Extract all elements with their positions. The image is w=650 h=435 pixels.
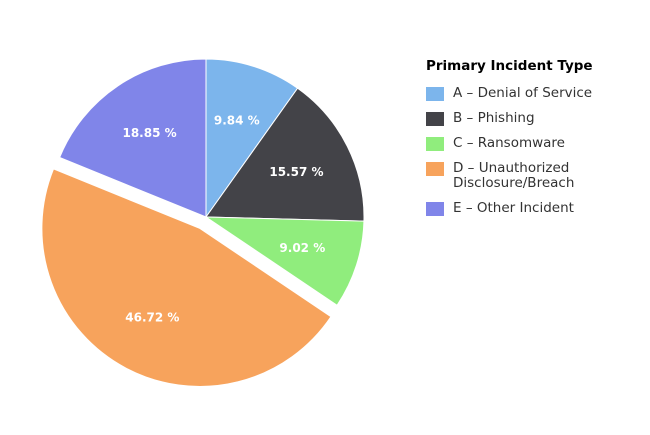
legend-title: Primary Incident Type: [426, 58, 593, 74]
legend-item-c[interactable]: C – Ransomware: [426, 136, 646, 151]
legend-label-c: C – Ransomware: [453, 135, 565, 151]
legend-label-a: A – Denial of Service: [453, 85, 593, 101]
pie-slice-e[interactable]: [58, 58, 207, 218]
pie-slice-d[interactable]: [41, 168, 332, 387]
pie-slice-b[interactable]: [205, 87, 365, 222]
legend: Primary Incident Type A – Denial of Serv…: [426, 58, 646, 226]
data-label-a: 9.84 %: [214, 114, 260, 128]
data-label-c: 9.02 %: [279, 241, 325, 255]
legend-swatch-a: [426, 87, 444, 101]
data-label-b: 15.57 %: [269, 165, 323, 179]
legend-items: A – Denial of Service B – Phishing C – Ran…: [426, 86, 646, 216]
legend-item-d[interactable]: D – Unauthorized Disclosure/Breach: [426, 161, 646, 191]
legend-label-d: D – Unauthorized Disclosure/Breach: [453, 160, 575, 191]
pie-slice-a[interactable]: [205, 58, 299, 219]
legend-label-e: E – Other Incident: [453, 200, 574, 216]
pie-slices: [41, 58, 365, 387]
legend-swatch-e: [426, 202, 444, 216]
legend-swatch-c: [426, 137, 444, 151]
pie-data-labels: 9.84 % 15.57 % 9.02 % 46.72 % 18.85 %: [122, 114, 325, 325]
legend-item-e[interactable]: E – Other Incident: [426, 201, 646, 216]
legend-swatch-d: [426, 162, 444, 176]
legend-label-b: B – Phishing: [453, 110, 535, 126]
legend-item-a[interactable]: A – Denial of Service: [426, 86, 646, 101]
data-label-e: 18.85 %: [122, 126, 176, 140]
data-label-d: 46.72 %: [125, 311, 179, 325]
pie-slice-c[interactable]: [204, 216, 365, 306]
legend-swatch-b: [426, 112, 444, 126]
legend-item-b[interactable]: B – Phishing: [426, 111, 646, 126]
